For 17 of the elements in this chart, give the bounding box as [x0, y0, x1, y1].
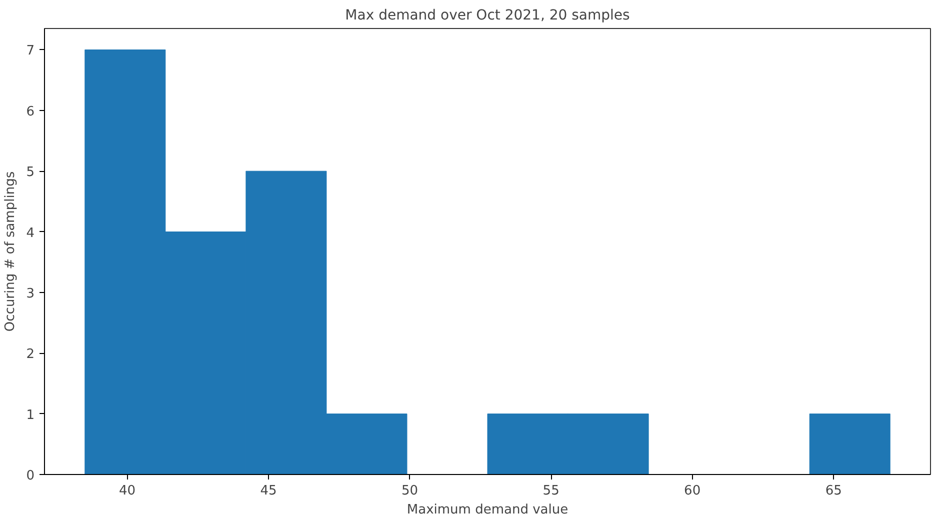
y-tick-label: 4 — [26, 226, 35, 241]
x-tick-label: 55 — [542, 484, 560, 498]
x-tick-label: 40 — [119, 484, 136, 498]
y-tick-label: 2 — [26, 347, 35, 362]
y-axis-title: Occuring # of samplings — [3, 171, 18, 332]
y-tick-label: 3 — [26, 286, 35, 302]
x-axis-title: Maximum demand value — [406, 502, 568, 518]
x-tick-label: 60 — [684, 484, 701, 498]
y-tick-label: 7 — [26, 44, 35, 59]
y-tick-label: 5 — [26, 165, 35, 180]
x-tick-label: 50 — [402, 484, 418, 498]
x-tick-label: 45 — [260, 484, 277, 498]
y-tick-label: 1 — [26, 408, 35, 423]
y-tick-label: 6 — [26, 104, 35, 120]
chart-title: Max demand over Oct 2021, 20 samples — [345, 8, 630, 24]
x-tick-label: 65 — [825, 484, 842, 498]
y-tick-label: 0 — [26, 468, 35, 484]
